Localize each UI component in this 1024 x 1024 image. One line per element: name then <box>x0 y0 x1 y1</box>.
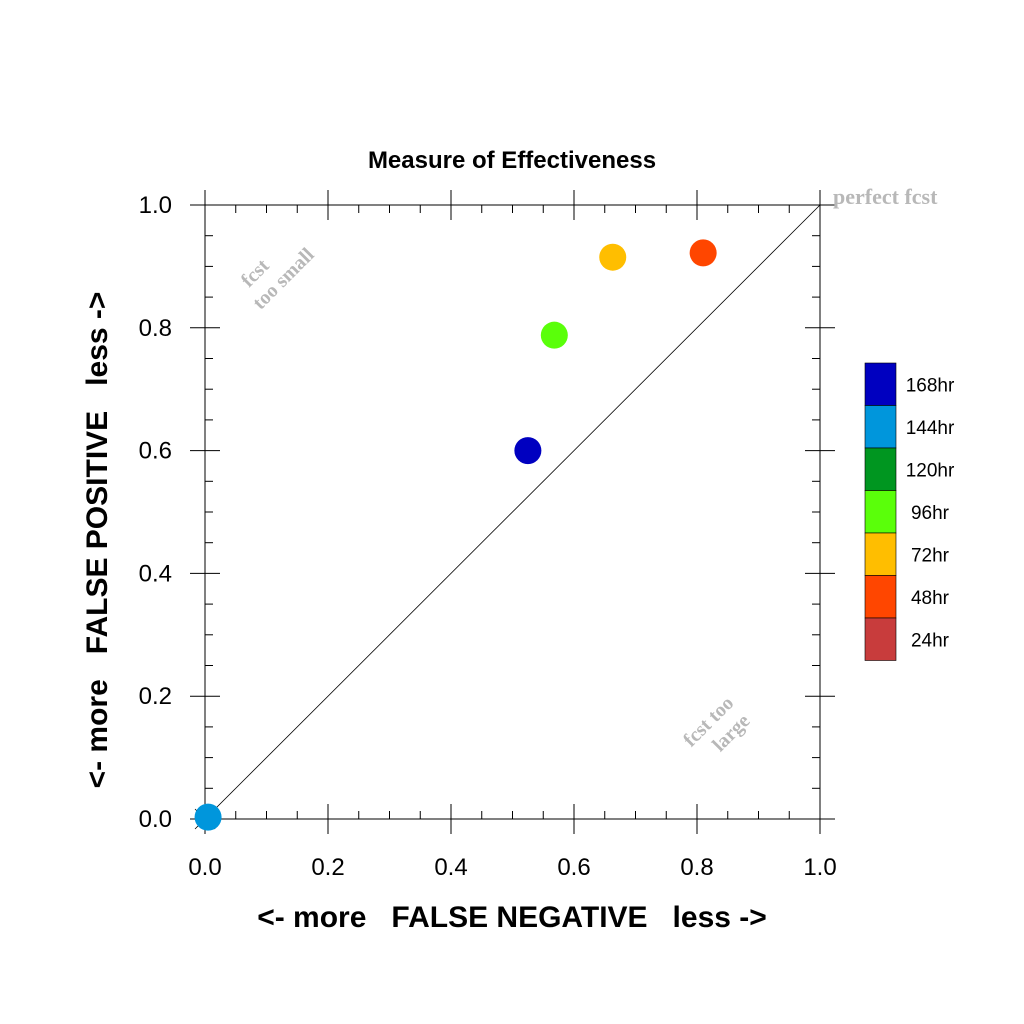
perfect-forecast-line <box>204 204 821 820</box>
x-axis-label: <- more FALSE NEGATIVE less -> <box>257 901 767 934</box>
legend-label-96hr: 96hr <box>911 503 950 524</box>
point-144hr <box>194 803 222 831</box>
y-tick-label: 1.0 <box>139 192 172 219</box>
x-tick-label: 1.0 <box>803 854 836 881</box>
legend-swatch-24hr <box>864 617 897 661</box>
legend-swatch-168hr <box>864 362 897 406</box>
plot-area: 0.0 0.2 0.4 0.6 0.8 1.0 0.0 0.2 0.4 0.6 0.8 1.0 perf… <box>139 184 938 881</box>
point-48hr <box>689 239 717 267</box>
legend-label-24hr: 24hr <box>911 630 950 651</box>
legend-label-120hr: 120hr <box>906 460 955 481</box>
y-axis-label: <- more FALSE POSITIVE less -> <box>81 292 114 789</box>
legend-swatch-96hr <box>864 490 897 534</box>
legend-swatch-120hr <box>864 447 897 491</box>
y-tick-label: 0.2 <box>139 683 172 710</box>
legend-swatch-144hr <box>864 405 897 449</box>
legend: 168hr 144hr 120hr 96hr 72hr 48hr 24hr <box>864 362 955 661</box>
legend-label-48hr: 48hr <box>911 588 950 609</box>
x-tick-label: 0.8 <box>680 854 713 881</box>
annotation-perfect: perfect fcst <box>833 184 938 209</box>
y-tick-label: 0.6 <box>139 438 172 465</box>
legend-swatch-72hr <box>864 532 897 576</box>
legend-label-144hr: 144hr <box>906 418 955 439</box>
x-tick-label: 0.4 <box>434 854 467 881</box>
legend-label-168hr: 168hr <box>906 375 955 396</box>
x-tick-label: 0.0 <box>188 854 221 881</box>
point-96hr <box>540 321 568 349</box>
x-tick-label: 0.2 <box>311 854 344 881</box>
point-72hr <box>599 243 627 271</box>
x-tick-label: 0.6 <box>557 854 590 881</box>
point-168hr <box>514 437 542 465</box>
y-tick-label: 0.0 <box>139 806 172 833</box>
y-tick-label: 0.8 <box>139 315 172 342</box>
y-tick-label: 0.4 <box>139 560 172 587</box>
legend-swatch-48hr <box>864 575 897 619</box>
legend-label-72hr: 72hr <box>911 545 950 566</box>
chart-title: Measure of Effectiveness <box>368 147 656 174</box>
